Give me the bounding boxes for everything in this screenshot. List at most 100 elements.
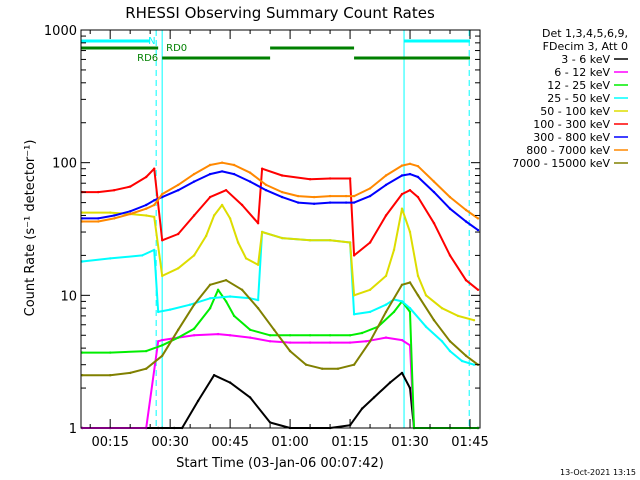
series-point <box>352 363 356 366</box>
timestamp: 13-Oct-2021 13:15 <box>560 468 636 477</box>
x-tick-label: 01:30 <box>391 435 428 450</box>
y-tick-label: 1000 <box>44 24 77 39</box>
series-point <box>384 174 388 177</box>
series-point <box>352 201 356 204</box>
series-point <box>192 254 196 257</box>
series-point <box>161 354 164 357</box>
series-point <box>228 381 232 384</box>
series-point <box>400 192 404 196</box>
series-line-4 <box>82 204 475 322</box>
series-point <box>81 374 84 377</box>
series-point <box>416 195 420 199</box>
series-point <box>129 371 132 375</box>
series-point <box>208 163 212 167</box>
series-point <box>432 222 436 225</box>
series-point <box>192 303 196 306</box>
series-point <box>260 167 264 170</box>
series-point <box>177 183 180 187</box>
x-tick-label: 01:45 <box>451 435 488 450</box>
series-point <box>240 288 244 291</box>
series-point <box>145 349 148 353</box>
series-point <box>145 207 148 210</box>
series-point <box>280 236 284 240</box>
series-point <box>153 215 156 219</box>
series-point <box>416 294 420 297</box>
series-point <box>328 334 332 337</box>
series-point <box>352 313 356 316</box>
x-tick-label: 01:00 <box>271 435 308 450</box>
series-point <box>476 217 480 220</box>
series-point <box>348 334 352 337</box>
series-point <box>109 374 112 377</box>
series-point <box>384 303 388 306</box>
series-point <box>232 314 236 318</box>
series-point <box>344 201 348 204</box>
series-point <box>448 195 452 199</box>
series-point <box>177 232 180 236</box>
series-point <box>288 334 292 337</box>
series-point <box>208 297 212 300</box>
series-point <box>244 257 248 260</box>
series-point <box>432 180 436 183</box>
series-line-0 <box>82 371 478 429</box>
legend-label: 12 - 25 keV <box>547 79 610 92</box>
series-point <box>268 340 272 343</box>
series-point <box>472 363 476 366</box>
series-point <box>448 207 452 210</box>
series-point <box>177 336 180 339</box>
legend-header: FDecim 3, Att 0 <box>543 40 628 53</box>
series-point <box>384 214 388 217</box>
bar-annotation: RD0 <box>166 43 187 54</box>
series-point <box>232 163 236 167</box>
series-point <box>308 178 312 181</box>
series-point <box>388 381 392 384</box>
y-tick-label: 100 <box>52 157 77 172</box>
series-point <box>476 228 480 232</box>
series-point <box>256 307 260 310</box>
series-point <box>408 162 412 165</box>
series-point <box>448 349 452 353</box>
series-point <box>400 300 404 303</box>
series-point <box>384 310 388 314</box>
series-point <box>368 241 372 244</box>
series-point <box>288 349 292 353</box>
series-point <box>220 170 224 173</box>
legend: Det 1,3,4,5,6,9,FDecim 3, Att 03 - 6 keV… <box>512 27 628 170</box>
series-point <box>352 194 356 198</box>
series-point <box>464 354 468 357</box>
series-point <box>280 174 284 177</box>
series-point <box>400 164 404 167</box>
series-point <box>192 172 196 176</box>
series-point <box>472 319 476 322</box>
series-point <box>408 307 412 310</box>
series-point <box>161 239 164 242</box>
series-point <box>384 183 388 187</box>
series-point <box>224 300 228 303</box>
series-point <box>336 367 340 370</box>
legend-label: 300 - 800 keV <box>533 131 610 144</box>
series-point <box>308 334 312 337</box>
series-point <box>256 263 260 266</box>
series-point <box>192 214 196 217</box>
series-point <box>196 399 200 403</box>
series-point <box>169 308 172 311</box>
series-point <box>364 340 368 343</box>
series-point <box>400 174 404 177</box>
series-point <box>161 192 164 196</box>
series-point <box>81 351 84 354</box>
series-point <box>308 239 312 242</box>
series-point <box>248 396 252 399</box>
series-point <box>408 230 412 234</box>
series-point <box>177 189 180 192</box>
series-point <box>384 336 388 339</box>
series-point <box>344 194 348 198</box>
legend-label: 50 - 100 keV <box>540 105 610 118</box>
series-point <box>448 254 452 257</box>
series-point <box>464 220 468 223</box>
series-point <box>232 172 236 176</box>
series-line-8 <box>82 279 479 377</box>
series-point <box>188 303 192 306</box>
series-point <box>328 239 332 242</box>
series-point <box>308 341 312 344</box>
series-point <box>129 212 132 216</box>
